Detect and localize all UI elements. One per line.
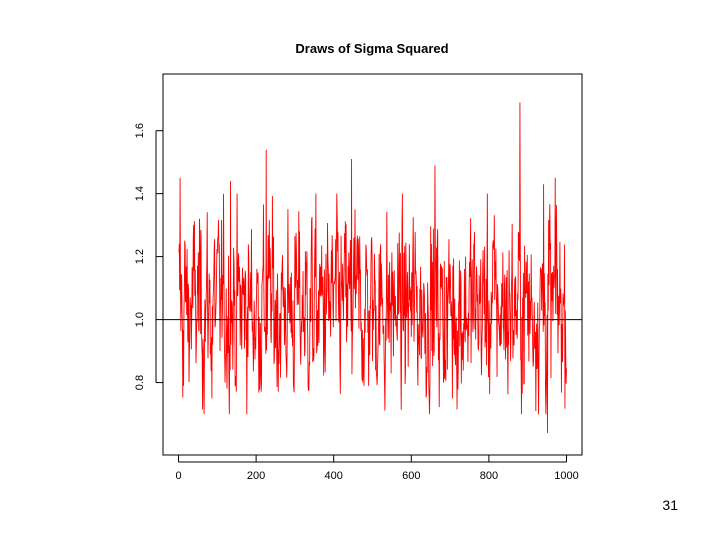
series-line-draws bbox=[178, 102, 567, 433]
x-tick-label: 400 bbox=[325, 470, 343, 482]
chart-series bbox=[178, 102, 567, 433]
y-tick-label: 1.0 bbox=[134, 312, 146, 327]
y-tick-label: 1.4 bbox=[134, 186, 146, 201]
x-tick-label: 0 bbox=[175, 470, 181, 482]
chart-axes: 0 200 400 600 800 1000 0.8 1.0 1.2 1.4 1.6 bbox=[134, 73, 583, 482]
y-tick-label: 0.8 bbox=[134, 375, 146, 390]
x-tick-label: 800 bbox=[480, 470, 498, 482]
slide-number: 31 bbox=[662, 497, 678, 513]
x-tick-label: 600 bbox=[402, 470, 420, 482]
y-tick-label: 1.2 bbox=[134, 249, 146, 264]
chart-title: Draws of Sigma Squared bbox=[295, 41, 448, 56]
plot-frame bbox=[162, 73, 583, 456]
x-tick-label: 1000 bbox=[554, 470, 578, 482]
x-tick-label: 200 bbox=[247, 470, 265, 482]
y-tick-label: 1.6 bbox=[134, 123, 146, 138]
